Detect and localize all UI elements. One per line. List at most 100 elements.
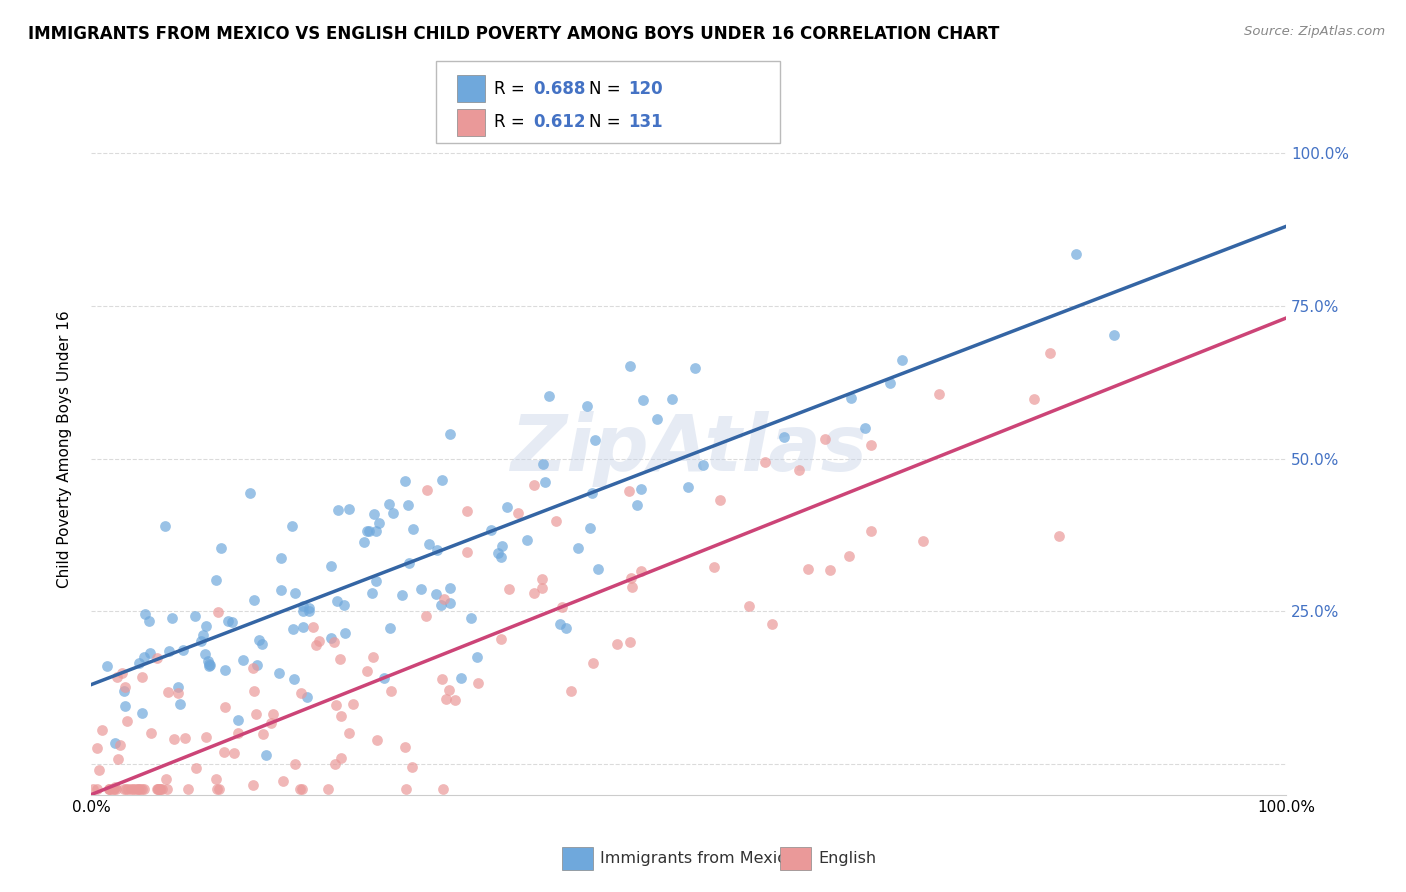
Point <box>239 486 262 500</box>
Point <box>127 781 149 796</box>
Point <box>498 582 520 597</box>
Point <box>439 581 461 595</box>
Point <box>544 514 567 528</box>
Point <box>1047 529 1070 543</box>
Point <box>226 713 249 727</box>
Point <box>115 714 138 728</box>
Point <box>207 605 229 619</box>
Point <box>683 360 706 375</box>
Point <box>114 680 136 694</box>
Point <box>284 586 307 600</box>
Point <box>429 598 451 612</box>
Point <box>174 731 197 745</box>
Point <box>197 654 219 668</box>
Point <box>555 621 578 635</box>
Point <box>139 646 162 660</box>
Point <box>425 587 447 601</box>
Point <box>342 697 364 711</box>
Point <box>439 596 461 610</box>
Point <box>1102 327 1125 342</box>
Point <box>323 756 346 771</box>
Point <box>460 610 482 624</box>
Point <box>214 700 236 714</box>
Point <box>333 598 356 612</box>
Point <box>356 524 378 538</box>
Point <box>337 502 360 516</box>
Point <box>1022 392 1045 406</box>
Point <box>335 625 357 640</box>
Point <box>398 556 420 570</box>
Point <box>380 683 402 698</box>
Point <box>337 725 360 739</box>
Point <box>155 772 177 787</box>
Point <box>212 745 235 759</box>
Point <box>260 716 283 731</box>
Point <box>325 698 347 712</box>
Point <box>364 574 387 589</box>
Point <box>155 518 177 533</box>
Point <box>108 739 131 753</box>
Point <box>329 652 352 666</box>
Point <box>271 773 294 788</box>
Point <box>415 609 437 624</box>
Point <box>198 658 221 673</box>
Point <box>391 588 413 602</box>
Point <box>692 458 714 472</box>
Point <box>583 433 606 447</box>
Point <box>167 680 190 694</box>
Point <box>531 572 554 586</box>
Point <box>243 684 266 698</box>
Text: 0.612: 0.612 <box>533 113 585 131</box>
Point <box>879 376 901 390</box>
Point <box>891 353 914 368</box>
Point <box>252 726 274 740</box>
Point <box>450 671 472 685</box>
Point <box>198 657 221 671</box>
Point <box>621 580 644 594</box>
Point <box>516 533 538 548</box>
Point <box>430 672 453 686</box>
Point <box>437 683 460 698</box>
Point <box>316 781 339 796</box>
Point <box>292 604 315 618</box>
Text: ZipAtlas: ZipAtlas <box>510 411 868 487</box>
Point <box>912 533 935 548</box>
Point <box>567 541 589 555</box>
Point <box>818 563 841 577</box>
Point <box>582 657 605 671</box>
Point <box>489 632 512 646</box>
Point <box>319 631 342 645</box>
Point <box>205 781 228 796</box>
Point <box>703 559 725 574</box>
Point <box>761 617 783 632</box>
Point <box>382 506 405 520</box>
Point <box>112 684 135 698</box>
Point <box>172 643 194 657</box>
Point <box>329 750 352 764</box>
Point <box>506 506 529 520</box>
Point <box>401 759 423 773</box>
Point <box>416 483 439 497</box>
Point <box>252 637 274 651</box>
Point <box>496 500 519 514</box>
Point <box>86 740 108 755</box>
Point <box>91 723 114 737</box>
Point <box>262 706 284 721</box>
Point <box>98 781 121 796</box>
Point <box>787 463 810 477</box>
Point <box>104 780 127 794</box>
Point <box>606 637 628 651</box>
Point <box>291 620 314 634</box>
Point <box>167 686 190 700</box>
Point <box>772 429 794 443</box>
Point <box>797 562 820 576</box>
Point <box>217 614 239 628</box>
Point <box>103 781 125 796</box>
Point <box>242 593 264 607</box>
Point <box>411 582 433 596</box>
Point <box>124 781 146 796</box>
Point <box>134 607 156 621</box>
Point <box>619 483 641 498</box>
Point <box>302 620 325 634</box>
Point <box>105 670 128 684</box>
